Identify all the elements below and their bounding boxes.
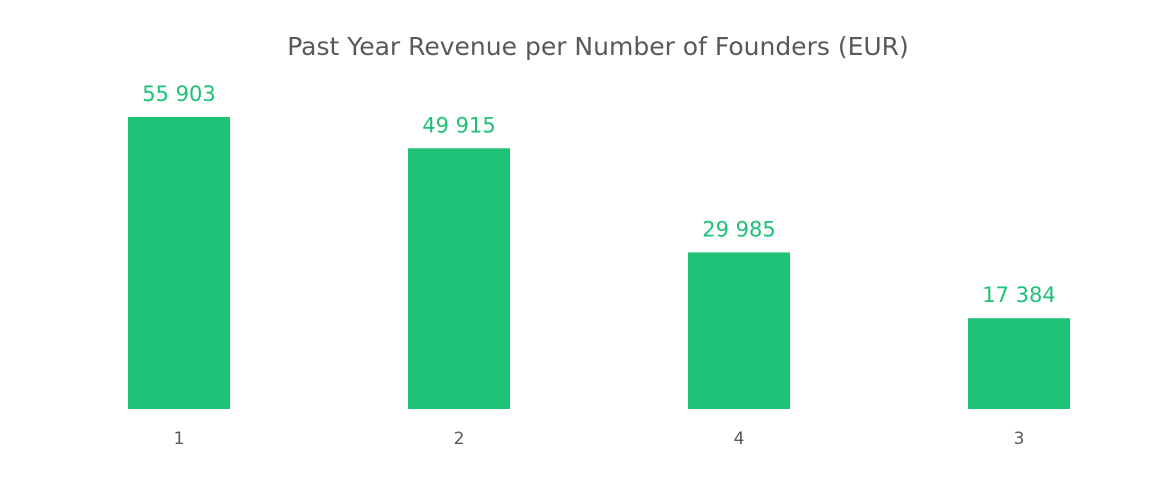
chart-title: Past Year Revenue per Number of Founders…: [287, 32, 909, 61]
bar: [968, 318, 1070, 409]
value-label: 55 903: [142, 82, 215, 106]
bar: [128, 117, 230, 409]
value-label: 49 915: [422, 113, 495, 137]
x-tick-label: 1: [174, 429, 185, 449]
bar: [688, 252, 790, 409]
value-label: 29 985: [702, 217, 775, 241]
bar: [408, 148, 510, 409]
x-tick-label: 3: [1014, 429, 1025, 449]
x-tick-label: 4: [734, 429, 745, 449]
value-label: 17 384: [982, 283, 1055, 307]
x-tick-label: 2: [454, 429, 465, 449]
